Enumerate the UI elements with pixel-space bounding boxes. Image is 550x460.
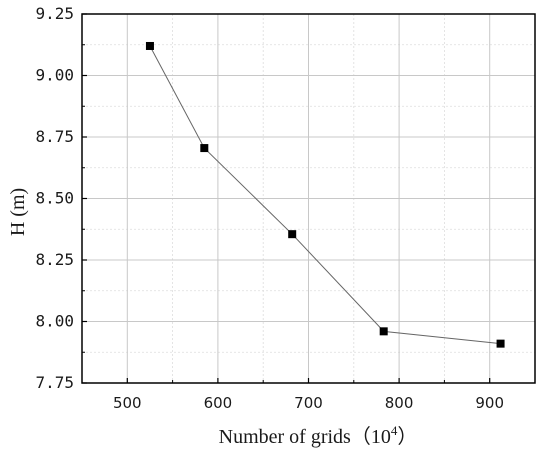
data-point-marker bbox=[496, 339, 505, 348]
x-tick-label: 700 bbox=[294, 394, 323, 412]
series-group bbox=[145, 41, 505, 348]
data-point-marker bbox=[145, 41, 154, 50]
grid bbox=[82, 14, 535, 383]
x-tick-label: 800 bbox=[385, 394, 414, 412]
x-axis-title-main: Number of grids（10 bbox=[219, 425, 391, 448]
data-point-marker bbox=[200, 144, 209, 153]
y-tick-label: 8.50 bbox=[35, 189, 74, 208]
y-tick-label: 9.25 bbox=[35, 4, 74, 23]
data-point-marker bbox=[288, 230, 297, 239]
y-tick-label: 8.75 bbox=[35, 127, 74, 146]
y-tick-label: 8.25 bbox=[35, 250, 74, 269]
x-tick-label: 900 bbox=[475, 394, 504, 412]
ticks-group: 500 600 700 800 900 7.75 8.00 8.25 8.50 8.75 9.00 9… bbox=[35, 4, 504, 412]
y-tick-label: 8.00 bbox=[35, 312, 74, 331]
series-line bbox=[149, 45, 501, 345]
y-tick-label: 9.00 bbox=[35, 66, 74, 85]
y-axis-title: H (m) bbox=[7, 188, 29, 236]
x-axis-title-close: ） bbox=[397, 425, 417, 448]
data-point-marker bbox=[379, 327, 388, 336]
x-tick-label: 600 bbox=[204, 394, 233, 412]
y-tick-label: 7.75 bbox=[35, 373, 74, 392]
x-axis-title-exponent: 4 bbox=[391, 423, 398, 438]
x-axis-title: Number of grids（104） bbox=[219, 423, 418, 448]
x-tick-label: 500 bbox=[113, 394, 142, 412]
